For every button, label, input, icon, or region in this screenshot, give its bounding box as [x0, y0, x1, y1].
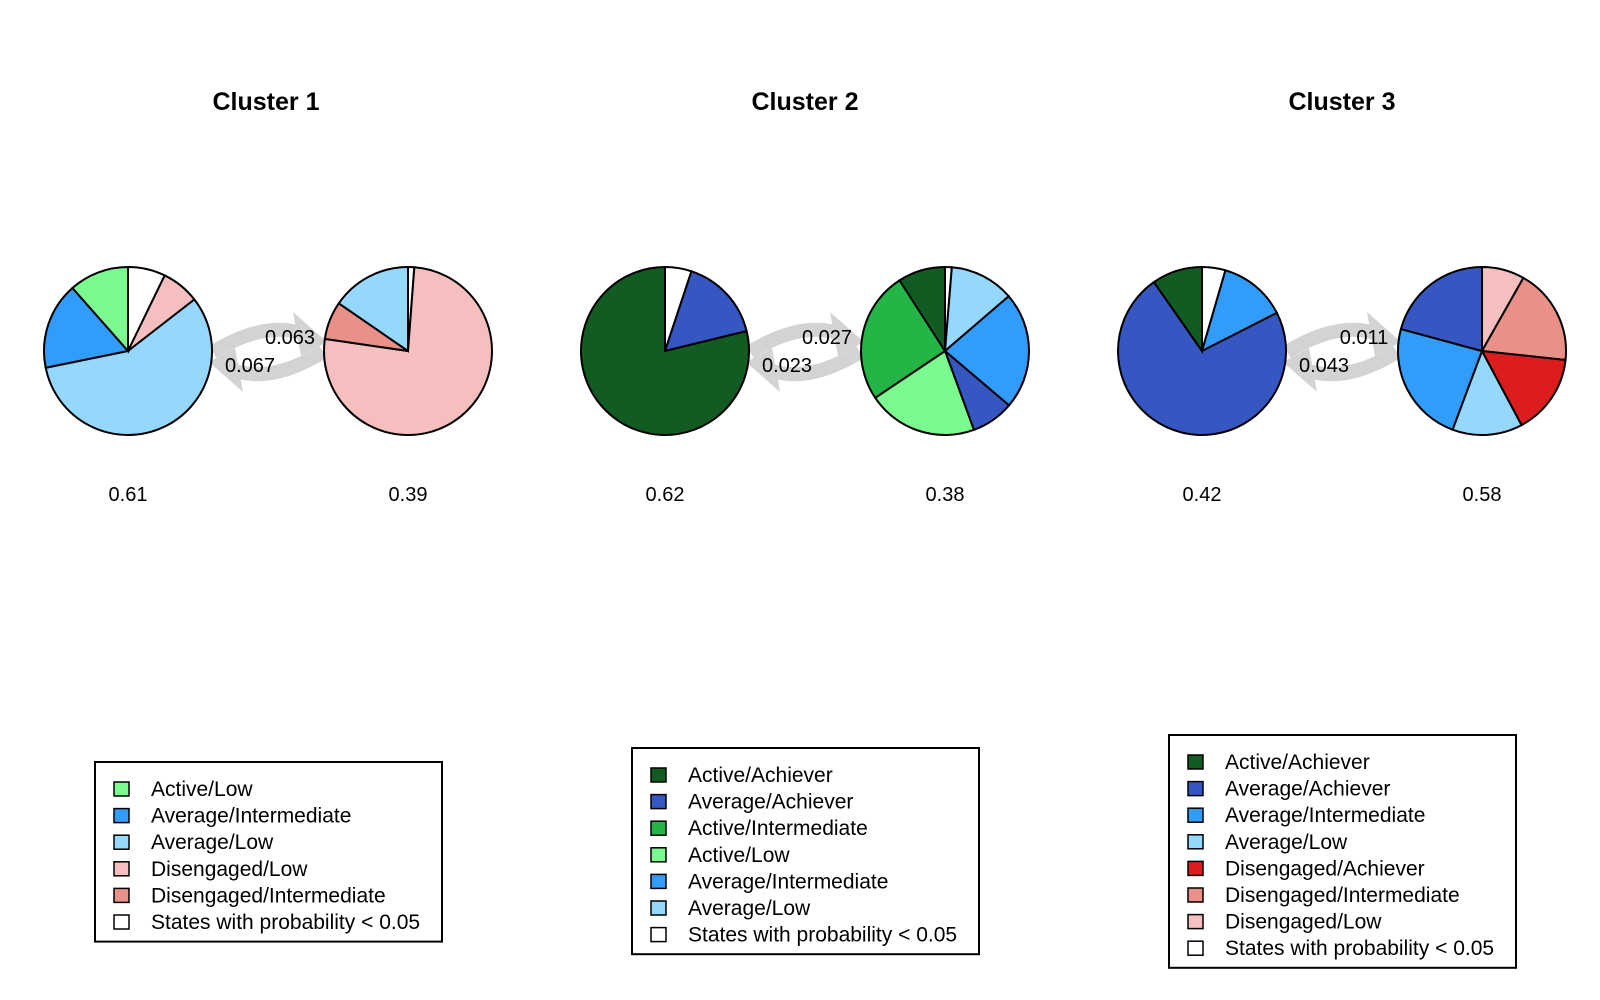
cluster-1-panel: Cluster 1 0.063 0.067 0.61 0.39 Active/Low Ave…	[43, 88, 493, 943]
legend-frame	[1168, 734, 1517, 969]
legend-swatch-disengaged-achiever	[1187, 860, 1204, 877]
pie-slice-active-intermediate	[860, 278, 947, 400]
pie-slice-active-low	[71, 265, 129, 354]
pie-slice-average-intermediate	[1397, 327, 1484, 431]
legend-label: Active/Achiever	[1225, 751, 1370, 774]
cluster-title: Cluster 3	[1289, 88, 1396, 116]
legend-frame	[631, 747, 980, 956]
pie-slice-active-achiever	[580, 265, 750, 436]
initial-prob-label: 0.61	[109, 484, 148, 506]
legend-swatch-average-intermediate	[650, 873, 667, 890]
transition-prob-lower: 0.043	[1299, 355, 1349, 377]
pie-slice-active-achiever	[898, 265, 946, 355]
legend-label: Disengaged/Achiever	[1225, 857, 1425, 880]
legend-label: Average/Intermediate	[688, 870, 888, 893]
pie-slice-average-achiever	[1117, 280, 1287, 436]
legend-label: Average/Achiever	[688, 791, 853, 814]
legend-swatch-average-achiever	[650, 793, 667, 810]
legend-label: States with probability < 0.05	[151, 911, 420, 934]
cluster-3-panel: Cluster 3 0.011 0.043 0.42 0.58 Active/Achiev…	[1117, 88, 1567, 969]
cluster-legend: Active/Achiever Average/Achiever Active/In…	[631, 747, 980, 956]
state-2-pie	[1397, 265, 1567, 436]
legend-label: Average/Intermediate	[1225, 804, 1425, 827]
legend-swatch-states-with-probability-0-05	[650, 926, 667, 943]
legend-label: Active/Intermediate	[688, 817, 868, 840]
legend-swatch-active-achiever	[1187, 754, 1204, 770]
transition-arrowhead-forward	[830, 312, 864, 356]
transition-prob-upper: 0.063	[265, 327, 315, 349]
pie-slice-average-low	[44, 298, 213, 436]
state-1-pie	[580, 265, 750, 436]
transition-prob-upper: 0.027	[802, 327, 852, 349]
cluster-legend: Active/Achiever Average/Achiever Average/I…	[1168, 734, 1517, 969]
pie-slice-active-achiever	[1152, 265, 1203, 355]
legend-swatch-average-intermediate	[1187, 807, 1204, 823]
cluster-legend: Active/Low Average/Intermediate Average/Lo…	[94, 761, 443, 943]
legend-frame	[94, 761, 443, 943]
legend-label: Active/Low	[151, 778, 253, 801]
legend-label: Disengaged/Low	[151, 858, 308, 881]
state-1-pie	[43, 265, 213, 436]
legend-swatch-average-intermediate	[113, 807, 130, 824]
legend-label: Disengaged/Intermediate	[1225, 884, 1460, 907]
legend-swatch-disengaged-low	[113, 861, 130, 877]
state-2-pie	[860, 265, 1030, 436]
legend-swatch-average-achiever	[1187, 780, 1204, 797]
legend-label: Average/Achiever	[1225, 778, 1390, 801]
pie-slice-disengaged-achiever	[1480, 349, 1567, 427]
legend-swatch-active-low	[650, 847, 667, 863]
legend-label: Active/Low	[688, 844, 790, 867]
legend-label: Disengaged/Intermediate	[151, 884, 386, 907]
legend-swatch-disengaged-intermediate	[113, 887, 130, 904]
legend-swatch-active-achiever	[650, 767, 667, 783]
initial-prob-label: 0.39	[389, 484, 428, 506]
transition-arrowhead-forward	[293, 312, 327, 356]
transition-arrowhead-backward	[746, 348, 780, 392]
cluster-title: Cluster 2	[752, 88, 859, 116]
legend-label: States with probability < 0.05	[1225, 937, 1494, 960]
pie-slice-disengaged-intermediate	[1480, 276, 1567, 362]
legend-label: Average/Low	[151, 831, 274, 854]
state-2-pie	[323, 265, 493, 437]
pie-slice-average-intermediate	[43, 286, 130, 369]
pie-slice-average-intermediate	[943, 294, 1030, 407]
initial-prob-label: 0.58	[1463, 484, 1502, 506]
transition-prob-lower: 0.023	[762, 355, 812, 377]
state-1-pie	[1117, 265, 1287, 436]
cluster-title: Cluster 1	[213, 88, 320, 116]
legend-label: Active/Achiever	[688, 764, 833, 787]
pie-slice-active-low	[873, 349, 976, 436]
initial-prob-label: 0.38	[926, 484, 965, 506]
legend-swatch-disengaged-intermediate	[1187, 887, 1204, 903]
initial-prob-label: 0.62	[646, 484, 685, 506]
legend-label: Average/Low	[1225, 831, 1348, 854]
legend-swatch-average-low	[1187, 834, 1204, 850]
legend-label: Disengaged/Low	[1225, 911, 1382, 934]
transition-arrowhead-backward	[209, 348, 243, 392]
pie-slice-average-intermediate	[1200, 269, 1279, 353]
legend-label: Average/Low	[688, 897, 811, 920]
legend-swatch-active-intermediate	[650, 820, 667, 836]
legend-swatch-average-low	[113, 834, 130, 850]
legend-swatch-active-low	[113, 781, 130, 797]
pie-slice-average-low	[1451, 348, 1523, 436]
legend-swatch-disengaged-low	[1187, 913, 1204, 930]
legend-swatch-states-with-probability-0-05	[113, 914, 130, 930]
pie-slice-average-achiever	[663, 270, 748, 353]
legend-swatch-average-low	[650, 900, 667, 916]
initial-prob-label: 0.42	[1183, 484, 1222, 506]
transition-arrowhead-backward	[1283, 348, 1317, 392]
transition-prob-upper: 0.011	[1340, 327, 1389, 349]
cluster-2-panel: Cluster 2 0.027 0.023 0.62 0.38 Active/Achiev…	[580, 88, 1030, 956]
transition-arrowhead-forward	[1367, 312, 1401, 356]
pie-slice-average-achiever	[1399, 265, 1483, 353]
legend-label: States with probability < 0.05	[688, 924, 957, 947]
transition-prob-lower: 0.067	[225, 355, 275, 377]
pie-slice-average-low	[337, 265, 409, 353]
legend-label: Average/Intermediate	[151, 805, 351, 828]
pie-slice-average-low	[943, 266, 1011, 354]
legend-swatch-states-with-probability-0-05	[1187, 940, 1204, 956]
